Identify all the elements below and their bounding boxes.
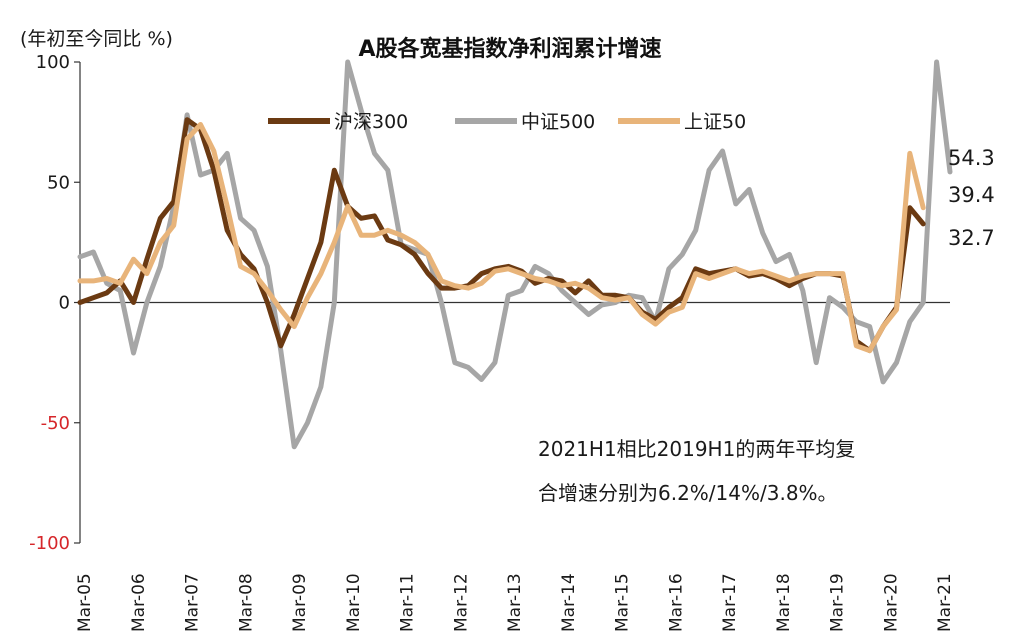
x-tick-label: Mar-09 xyxy=(290,573,310,632)
x-tick-label: Mar-10 xyxy=(344,573,364,632)
y-tick-labels: 100 50 0 -50 -100 xyxy=(29,52,70,554)
x-tick-label: Mar-08 xyxy=(236,573,256,632)
series-line-1 xyxy=(77,59,953,450)
legend-label: 中证500 xyxy=(521,111,595,133)
y-tick-label: -50 xyxy=(41,413,70,434)
x-tick-label: Mar-16 xyxy=(666,573,686,632)
y-tick-label: 50 xyxy=(47,172,70,193)
x-tick-label: Mar-06 xyxy=(129,573,149,632)
x-tick-label: Mar-21 xyxy=(935,573,955,632)
series-line-2 xyxy=(77,122,926,354)
y-unit-label: (年初至今同比 %) xyxy=(20,28,173,50)
x-tick-label: Mar-12 xyxy=(451,573,471,632)
end-value-labels: 54.3 39.4 32.7 xyxy=(948,146,995,250)
y-tick-label: 100 xyxy=(36,52,70,73)
end-value-label: 39.4 xyxy=(948,183,995,207)
x-tick-label: Mar-14 xyxy=(559,573,579,632)
legend-label: 沪深300 xyxy=(334,111,408,133)
annotation-line: 合增速分别为6.2%/14%/3.8%。 xyxy=(538,481,838,505)
x-tick-label: Mar-17 xyxy=(720,573,740,632)
x-tick-label: Mar-11 xyxy=(398,573,418,632)
x-tick-label: Mar-07 xyxy=(183,573,203,632)
x-tick-label: Mar-05 xyxy=(75,573,95,632)
x-tick-label: Mar-13 xyxy=(505,573,525,632)
x-tick-labels: Mar-05 Mar-06 Mar-07 Mar-08 Mar-09 Mar-10 Mar-… xyxy=(75,573,955,632)
x-tick-label: Mar-15 xyxy=(613,573,633,632)
series-line-0 xyxy=(77,117,926,354)
x-tick-label: Mar-18 xyxy=(774,573,794,632)
series-lines xyxy=(77,59,953,450)
x-tick-label: Mar-20 xyxy=(881,573,901,632)
y-tick-label: 0 xyxy=(59,293,70,314)
end-value-label: 32.7 xyxy=(948,226,995,250)
annotation-line: 2021H1相比2019H1的两年平均复 xyxy=(538,437,855,461)
chart-title: A股各宽基指数净利润累计增速 xyxy=(358,36,661,62)
end-value-label: 54.3 xyxy=(948,146,995,170)
legend-label: 上证50 xyxy=(684,111,746,133)
legend: 沪深300 中证500 上证50 xyxy=(268,111,746,133)
x-tick-label: Mar-19 xyxy=(828,573,848,632)
y-tick-label: -100 xyxy=(29,533,70,554)
